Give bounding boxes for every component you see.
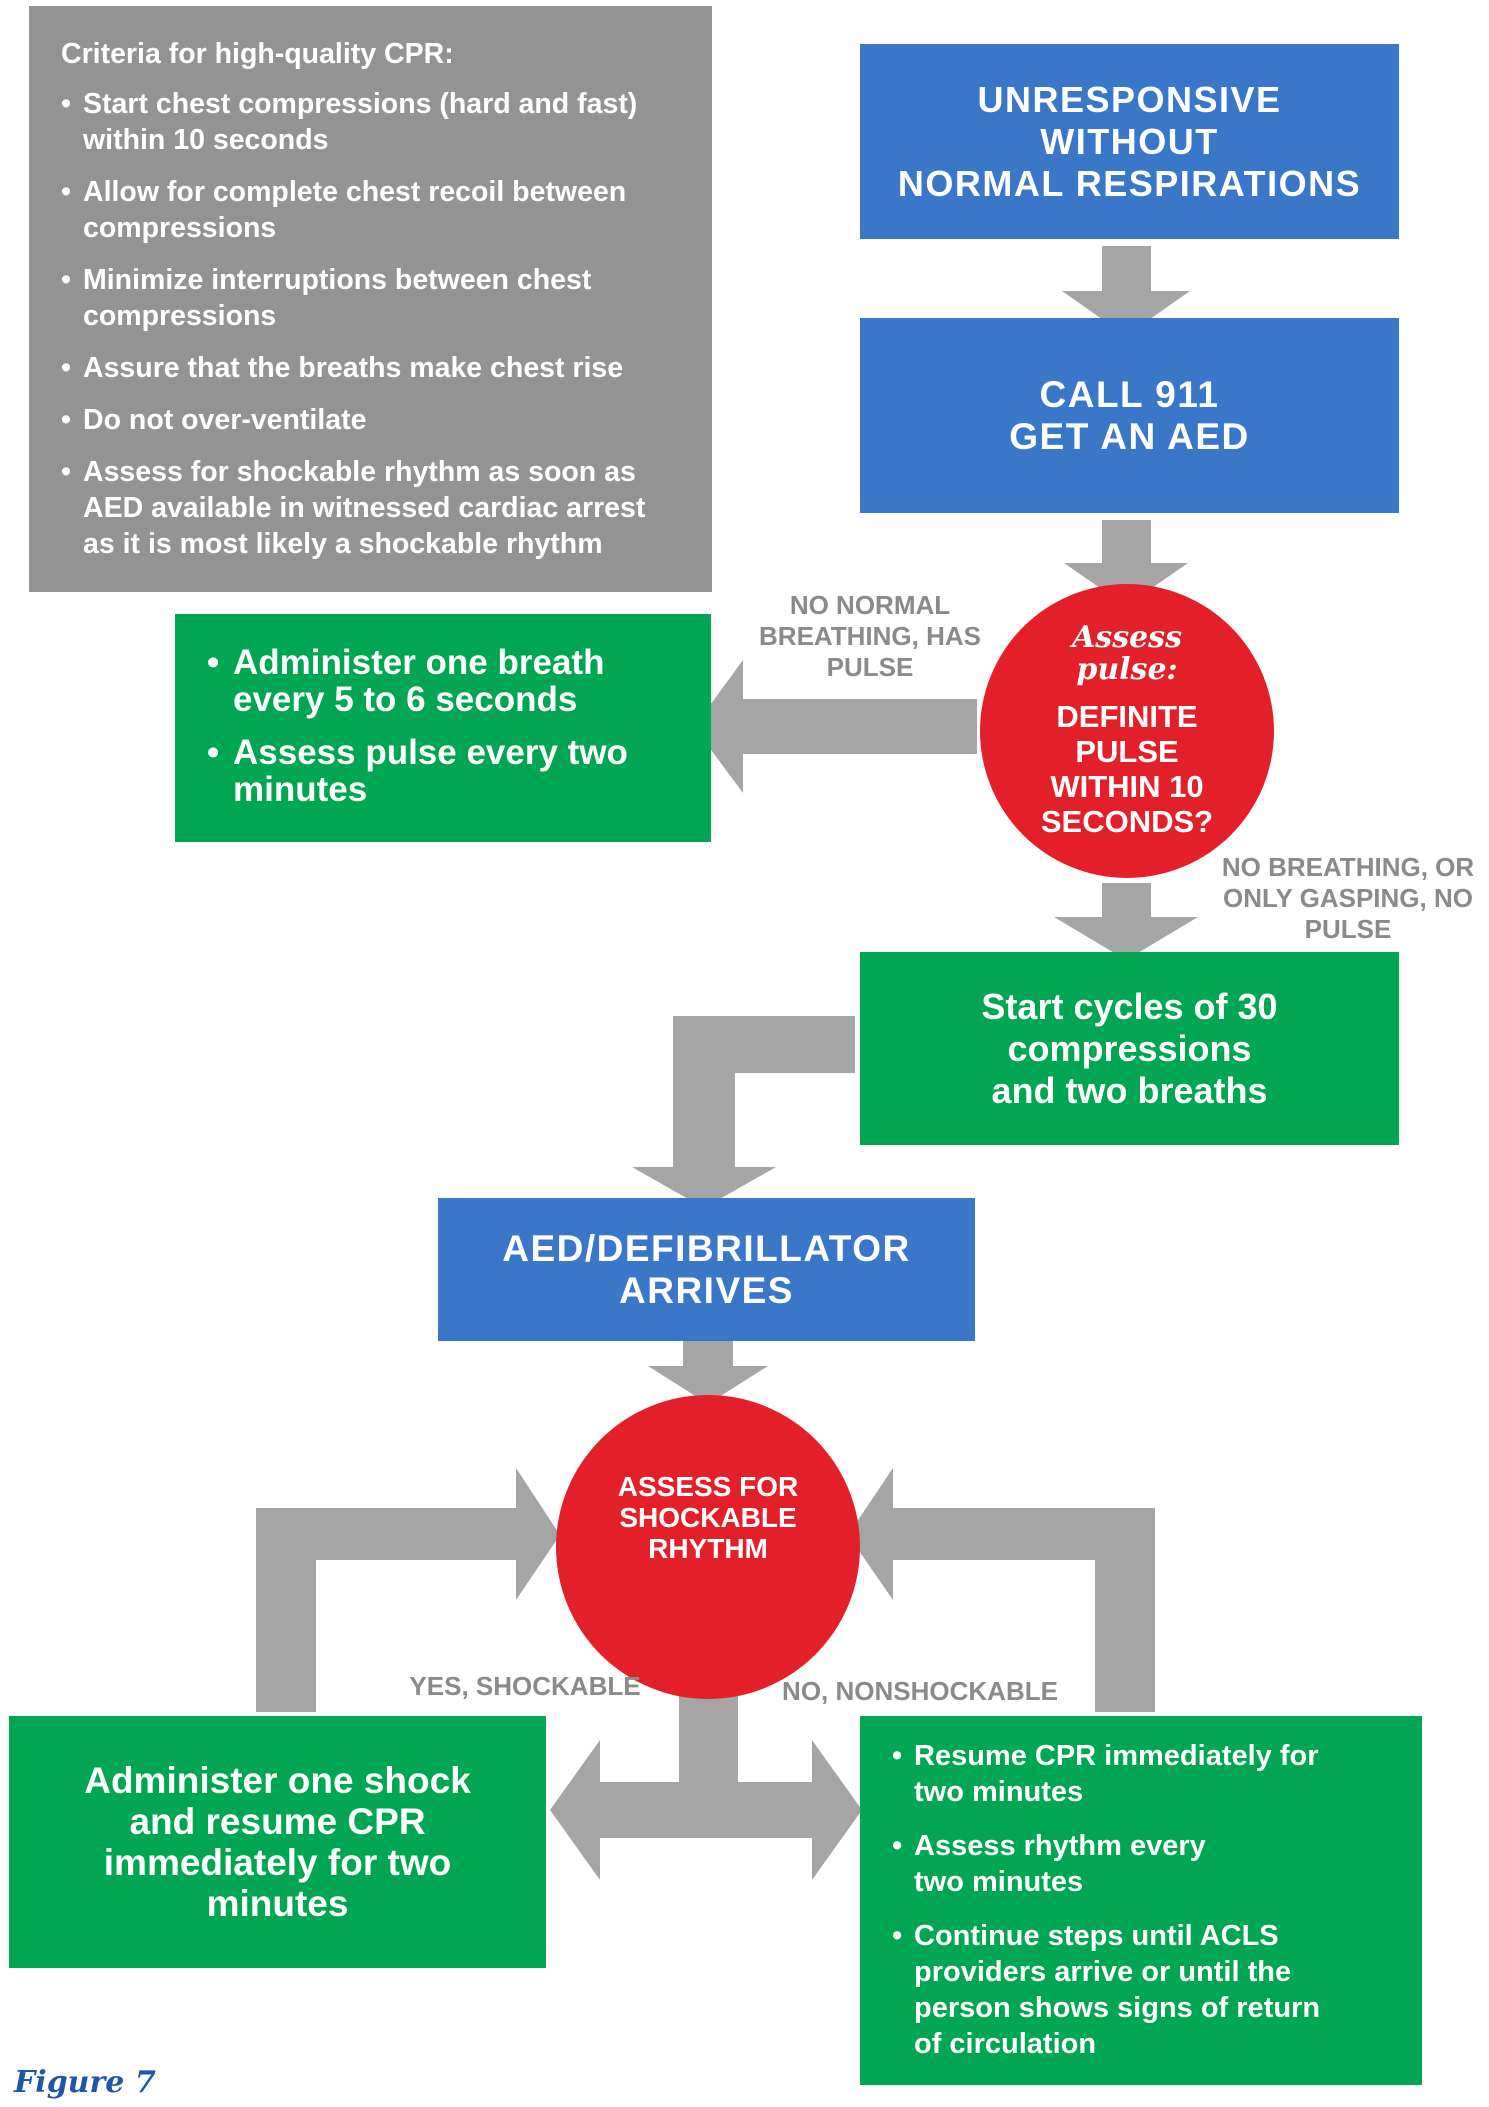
arrow-cycles-to-aed	[632, 1016, 855, 1208]
cpr-criteria-title: Criteria for high-quality CPR:	[61, 38, 454, 70]
nonshock-item: Assess rhythm every two minutes	[892, 1828, 1406, 1900]
nonshock-item: Continue steps until ACLS providers arri…	[892, 1918, 1406, 2062]
rescue-breathing-item: Assess pulse every two minutes	[207, 734, 691, 808]
assess-rhythm-decision: ASSESS FOR SHOCKABLE RHYTHM	[556, 1395, 860, 1699]
figure-caption: Figure 7	[14, 2065, 156, 2100]
shock-box: Administer one shock and resume CPR imme…	[9, 1716, 546, 1968]
call-911-box: CALL 911 GET AN AED	[860, 318, 1399, 513]
arrow-rhythm-split	[550, 1690, 862, 1880]
arrow-unresponsive-to-call911	[1062, 246, 1190, 336]
cpr-criteria-list: Start chest compressions (hard and fast)…	[61, 86, 688, 562]
cpr-criteria-box: Criteria for high-quality CPR: Start che…	[29, 6, 712, 592]
cpr-criteria-item: Minimize interruptions between chest com…	[61, 262, 688, 334]
assess-pulse-decision: Assess pulse: DEFINITE PULSE WITHIN 10 S…	[980, 584, 1274, 878]
arrow-aed-to-rhythm	[648, 1340, 768, 1404]
label-shockable: YES, SHOCKABLE	[409, 1671, 641, 1701]
label-nonshockable: NO, NONSHOCKABLE	[782, 1676, 1058, 1706]
arrow-shock-loop	[256, 1468, 560, 1712]
arrow-pulse-to-rescue-breathing	[694, 660, 977, 793]
cpr-criteria-item: Assure that the breaths make chest rise	[61, 350, 688, 386]
rescue-breathing-box: Administer one breath every 5 to 6 secon…	[175, 614, 711, 842]
arrow-pulse-to-start-cycles	[1054, 883, 1198, 960]
cpr-criteria-item: Start chest compressions (hard and fast)…	[61, 86, 688, 158]
arrow-nonshock-loop	[848, 1468, 1155, 1712]
start-cycles-box: Start cycles of 30 compressions and two …	[860, 952, 1399, 1145]
arrow-call911-to-assess-pulse	[1064, 520, 1188, 606]
unresponsive-box: UNRESPONSIVE WITHOUT NORMAL RESPIRATIONS	[860, 44, 1399, 239]
nonshock-box: Resume CPR immediately for two minutes A…	[860, 1716, 1422, 2085]
nonshock-item: Resume CPR immediately for two minutes	[892, 1738, 1406, 1810]
aed-arrives-box: AED/DEFIBRILLATOR ARRIVES	[438, 1198, 975, 1341]
label-has-pulse: NO NORMAL BREATHING, HAS PULSE	[759, 590, 981, 682]
label-no-pulse: NO BREATHING, OR ONLY GASPING, NO PULSE	[1221, 852, 1475, 944]
cpr-criteria-item: Assess for shockable rhythm as soon as A…	[61, 454, 688, 562]
cpr-criteria-item: Do not over-ventilate	[61, 402, 688, 438]
rescue-breathing-item: Administer one breath every 5 to 6 secon…	[207, 644, 691, 718]
cpr-criteria-item: Allow for complete chest recoil between …	[61, 174, 688, 246]
assess-pulse-script: Assess	[1072, 620, 1182, 655]
